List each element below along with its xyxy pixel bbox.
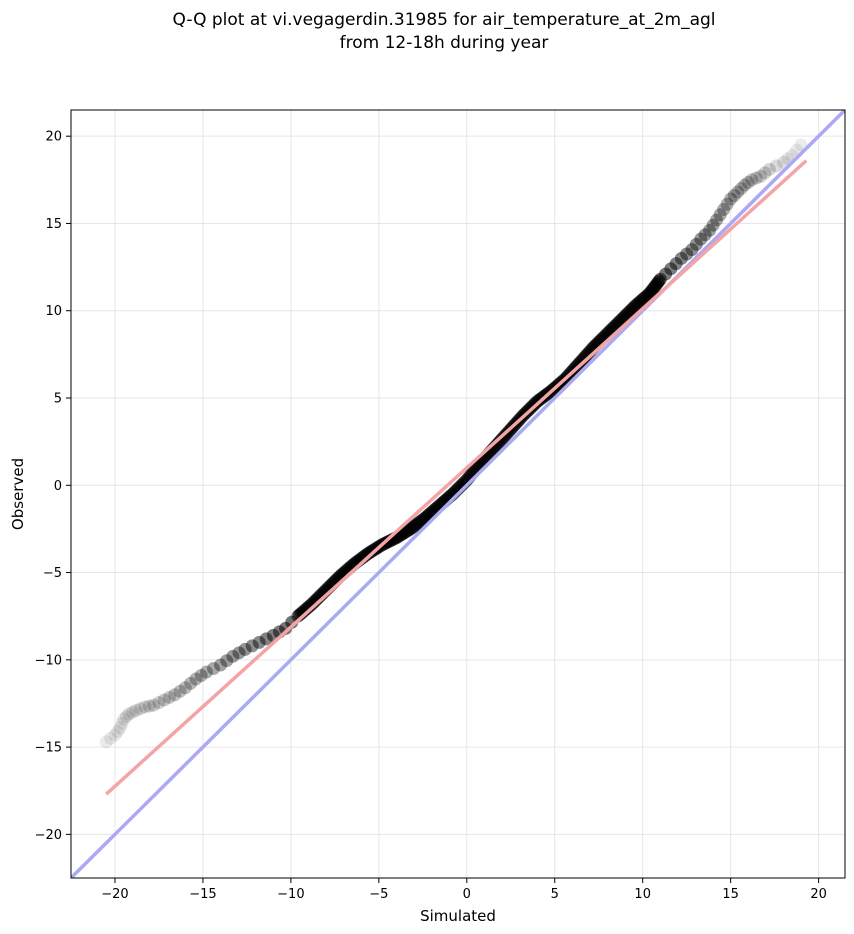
x-tick-label: −10: [277, 887, 304, 902]
quantile-point: [698, 228, 712, 242]
quantile-point: [226, 649, 240, 663]
quantile-point: [220, 654, 234, 668]
quantile-point: [238, 642, 252, 656]
quantile-point: [734, 182, 748, 196]
quantile-point: [720, 197, 734, 211]
quantile-point: [232, 646, 246, 660]
chart-title-line-1: Q-Q plot at vi.vegagerdin.31985 for air_…: [172, 10, 715, 30]
quantile-point: [173, 684, 187, 698]
quantile-point: [252, 635, 266, 649]
quantile-point: [680, 247, 694, 261]
quantile-point: [126, 705, 140, 719]
quantile-point: [111, 724, 125, 738]
quantile-point: [168, 688, 182, 702]
quantile-point: [189, 672, 203, 686]
quantile-point: [731, 185, 745, 199]
quantile-point: [199, 665, 213, 679]
quantile-point: [694, 232, 708, 246]
y-tick-label: −5: [43, 566, 62, 581]
x-tick-label: 0: [463, 887, 471, 902]
chart-title-line-2: from 12-18h during year: [340, 33, 549, 53]
quantile-point: [157, 693, 171, 707]
quantile-point: [669, 257, 683, 271]
quantile-point: [245, 639, 259, 653]
quantile-point: [674, 251, 688, 265]
quantile-point: [194, 669, 208, 683]
plot-frame: [70, 109, 846, 879]
y-tick-label: 10: [45, 304, 62, 319]
quantile-point: [119, 710, 133, 724]
y-tick-label: −20: [35, 828, 62, 843]
quantile-point: [717, 202, 731, 216]
quantile-point: [138, 700, 152, 714]
quantile-point: [117, 712, 131, 726]
quantile-point: [115, 717, 129, 731]
x-tick-label: 10: [634, 887, 651, 902]
quantile-point: [206, 662, 220, 676]
quantile-point: [178, 681, 192, 695]
quantile-point: [689, 237, 703, 251]
y-tick-label: 20: [45, 130, 62, 145]
x-tick-label: −20: [101, 887, 128, 902]
y-tick-label: 15: [45, 217, 62, 232]
quantile-point: [664, 262, 678, 276]
quantile-point: [762, 162, 776, 176]
quantile-point: [754, 169, 768, 183]
quantile-point: [703, 223, 717, 237]
y-axis-ticks: −20 −15 −10 −5 0 5 10 15 20: [35, 130, 71, 843]
quantile-point: [685, 243, 699, 257]
y-tick-label: −10: [35, 653, 62, 668]
y-tick-label: 5: [54, 392, 62, 407]
identity-line: [71, 110, 845, 878]
quantile-point: [129, 703, 143, 717]
quantile-point: [710, 213, 724, 227]
x-tick-label: 20: [810, 887, 827, 902]
x-tick-label: −15: [189, 887, 216, 902]
y-tick-label: −15: [35, 741, 62, 756]
quantile-point: [99, 735, 113, 749]
x-axis-ticks: −20 −15 −10 −5 0 5 10 15 20: [101, 878, 827, 902]
quantile-point: [724, 192, 738, 206]
quantile-point: [738, 178, 752, 192]
y-tick-label: 0: [54, 479, 62, 494]
x-tick-label: −5: [369, 887, 388, 902]
quantile-point: [184, 676, 198, 690]
quantile-point: [214, 658, 228, 672]
quantile-point: [152, 696, 166, 710]
x-axis-label: Simulated: [420, 907, 496, 925]
quantile-point: [142, 699, 156, 713]
x-tick-label: 15: [722, 887, 739, 902]
quantile-point: [147, 698, 161, 712]
reference-lines: [71, 110, 845, 878]
quantile-point: [163, 690, 177, 704]
quantile-point: [113, 721, 127, 735]
quantile-point: [122, 707, 136, 721]
quantile-point: [749, 171, 763, 185]
quantile-point: [108, 728, 122, 742]
quantile-point: [713, 208, 727, 222]
quantile-point: [104, 731, 118, 745]
quantile-point: [133, 702, 147, 716]
quantile-points: [99, 138, 808, 749]
quantile-point: [741, 175, 755, 189]
y-axis-label: Observed: [9, 458, 27, 530]
quantile-point: [769, 159, 783, 173]
x-tick-label: 5: [551, 887, 559, 902]
quantile-point: [745, 173, 759, 187]
quantile-point: [706, 218, 720, 232]
fit-line: [105, 159, 808, 796]
quantile-point: [727, 189, 741, 203]
quantile-point: [758, 166, 772, 180]
